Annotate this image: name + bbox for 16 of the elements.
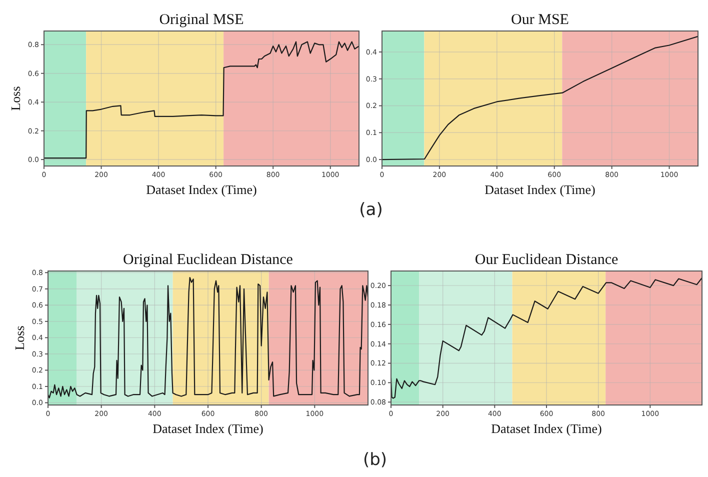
chart-title: Our Euclidean Distance	[474, 252, 618, 268]
x-axis-title: Dataset Index (Time)	[484, 182, 596, 197]
text: (b)	[362, 450, 388, 470]
line-series	[44, 41, 359, 159]
chart-title: Original MSE	[159, 12, 244, 28]
y-axis-title: Loss	[12, 326, 27, 350]
y-axis-title: Loss	[8, 86, 23, 111]
x-axis-title: Dataset Index (Time)	[146, 182, 257, 197]
line-series	[48, 276, 368, 398]
line-series	[382, 36, 698, 160]
chart-title: Original Euclidean Distance	[123, 252, 294, 268]
x-axis-title: Dataset Index (Time)	[152, 421, 264, 436]
x-axis-title: Dataset Index (Time)	[491, 421, 602, 436]
line-series	[391, 277, 702, 399]
chart-title: Our MSE	[511, 12, 569, 28]
text: (a)	[359, 200, 383, 220]
